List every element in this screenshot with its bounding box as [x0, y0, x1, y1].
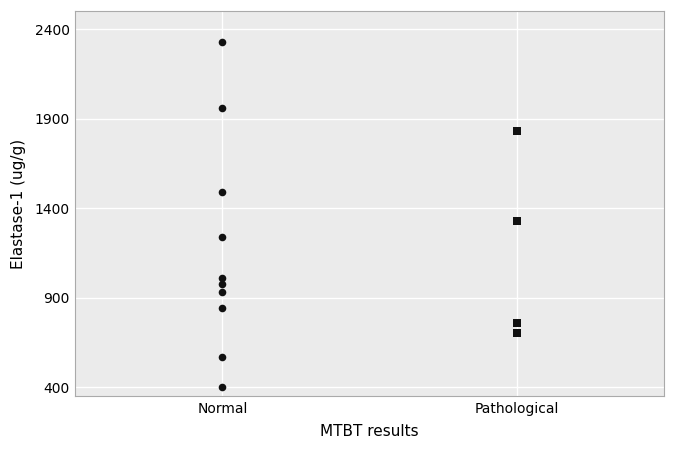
- Point: [512, 320, 522, 327]
- Point: [217, 104, 227, 112]
- Point: [512, 127, 522, 135]
- Point: [217, 188, 227, 195]
- Point: [217, 383, 227, 391]
- Point: [217, 353, 227, 360]
- Y-axis label: Elastase-1 (ug/g): Elastase-1 (ug/g): [11, 139, 26, 269]
- Point: [217, 305, 227, 312]
- Point: [217, 233, 227, 240]
- Point: [217, 274, 227, 281]
- Point: [217, 280, 227, 288]
- Point: [512, 217, 522, 224]
- Point: [217, 288, 227, 296]
- X-axis label: MTBT results: MTBT results: [320, 424, 419, 439]
- Point: [217, 38, 227, 45]
- Point: [512, 330, 522, 337]
